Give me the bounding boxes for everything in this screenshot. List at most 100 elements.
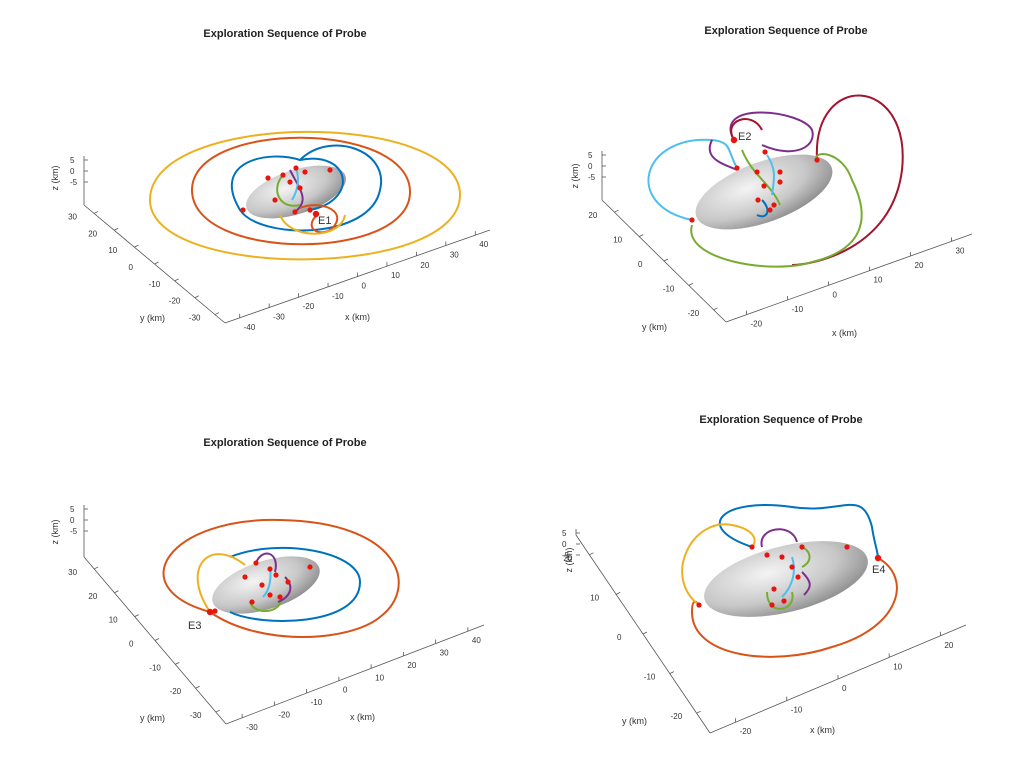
x-tick-label: 20 — [944, 641, 953, 650]
trajectory-orange — [162, 518, 400, 638]
waypoint-marker — [814, 157, 820, 163]
waypoint-marker — [307, 564, 313, 570]
chart-title: Exploration Sequence of Probe — [203, 28, 367, 40]
z-tick-label: 5 — [588, 151, 593, 160]
trajectory-maroon — [730, 118, 763, 141]
y-tick — [713, 307, 718, 311]
x-tick-label: 10 — [893, 662, 902, 671]
y-tick — [639, 234, 644, 237]
x-tick-label: 20 — [407, 661, 416, 670]
trajectory-cyan — [647, 138, 738, 221]
y-tick — [195, 685, 200, 689]
waypoint-marker — [212, 608, 218, 614]
annotation-label: E2 — [738, 131, 751, 143]
z-axis-label: z (km) — [50, 166, 60, 191]
y-tick-label: 20 — [88, 229, 97, 238]
y-tick-label: 0 — [617, 633, 622, 642]
waypoint-marker — [767, 207, 773, 213]
annotation-marker — [730, 136, 738, 144]
waypoint-marker — [265, 175, 271, 181]
waypoint-marker — [799, 544, 805, 550]
z-tick-label: -5 — [562, 551, 570, 560]
z-tick-label: 0 — [70, 167, 75, 176]
y-tick — [642, 631, 648, 635]
x-axis-line — [225, 624, 485, 725]
trajectory-orange — [191, 136, 412, 246]
y-tick-label: -30 — [190, 711, 202, 720]
waypoint-marker — [844, 544, 850, 550]
y-tick-label: -20 — [671, 712, 683, 721]
y-tick-label: 10 — [109, 616, 118, 625]
trajectory-yellow — [681, 523, 756, 606]
y-tick-label: 10 — [613, 236, 622, 245]
waypoint-marker — [771, 202, 777, 208]
x-tick-label: -10 — [311, 698, 323, 707]
waypoint-marker — [267, 566, 273, 572]
chart-title: Exploration Sequence of Probe — [699, 414, 863, 426]
y-tick-label: -20 — [169, 297, 181, 306]
y-axis-label: y (km) — [140, 313, 165, 323]
x-tick-label: 30 — [440, 649, 449, 658]
x-axis-line — [725, 233, 973, 323]
x-axis-label: x (km) — [345, 312, 370, 322]
chart-title: Exploration Sequence of Probe — [704, 25, 868, 37]
waypoint-marker — [689, 217, 695, 223]
trajectory-yellow — [196, 553, 246, 613]
trajectory-cyan — [291, 167, 300, 201]
chart-svg: 3020100-10-20-30-40-30-20-1001020304050-… — [50, 130, 491, 332]
x-tick-label: 10 — [375, 673, 384, 682]
chart-panel-3: Exploration Sequence of Probe 30 20 10 0 -10… — [0, 387, 512, 774]
y-tick-label: 10 — [108, 246, 117, 255]
chart-title: Exploration Sequence of Probe — [203, 437, 367, 449]
y-tick — [134, 614, 139, 618]
y-tick — [696, 710, 701, 714]
z-axis-label: z (km) — [564, 548, 574, 573]
trajectory-blue — [718, 503, 879, 559]
x-tick-label: 0 — [833, 290, 838, 299]
x-tick-label: -30 — [246, 723, 258, 732]
waypoint-marker — [273, 572, 279, 578]
x-tick-label: -10 — [791, 706, 803, 715]
waypoint-marker — [771, 586, 777, 592]
y-tick — [93, 211, 99, 214]
x-tick-label: -40 — [244, 323, 256, 332]
y-tick — [114, 227, 119, 231]
trajectory-cyan — [766, 154, 775, 196]
waypoint-marker — [769, 602, 775, 608]
y-tick-label: 0 — [638, 260, 643, 269]
waypoint-marker — [277, 594, 283, 600]
y-axis-label: y (km) — [140, 713, 165, 723]
trajectory-blue — [231, 144, 383, 232]
waypoint-marker — [249, 599, 255, 605]
waypoint-marker — [734, 165, 740, 171]
y-tick — [614, 209, 619, 213]
z-tick-label: 5 — [562, 529, 567, 538]
y-tick — [154, 261, 159, 265]
waypoint-marker — [240, 207, 246, 213]
waypoint-marker — [762, 149, 768, 155]
waypoint-marker — [297, 185, 303, 191]
waypoint-marker — [696, 602, 702, 608]
y-tick — [134, 244, 139, 248]
waypoint-marker — [789, 564, 795, 570]
x-tick-label: 40 — [472, 636, 481, 645]
y-tick-label: -20 — [688, 309, 700, 318]
trajectory-blue — [229, 546, 362, 622]
waypoint-marker — [285, 579, 291, 585]
trajectory-purple — [708, 139, 738, 171]
waypoint-marker — [795, 574, 801, 580]
x-axis-label: x (km) — [350, 712, 375, 722]
x-tick-label: -10 — [792, 305, 804, 314]
waypoint-marker — [777, 179, 783, 185]
y-tick-label: -10 — [644, 673, 656, 682]
waypoint-marker — [749, 544, 755, 550]
x-tick-label: 0 — [842, 684, 847, 693]
y-tick-label: 20 — [563, 554, 572, 563]
trajectory-yellow — [148, 130, 462, 261]
trajectory-green — [801, 546, 811, 568]
z-tick-label: 5 — [70, 156, 75, 165]
waypoint-marker — [777, 169, 783, 175]
asteroid-body — [212, 556, 320, 614]
x-axis-label: x (km) — [810, 725, 835, 735]
trajectory-purple — [277, 576, 292, 603]
